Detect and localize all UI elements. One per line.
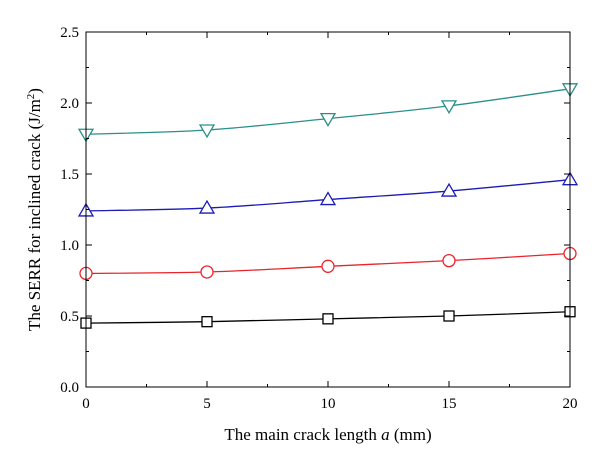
data-point-square <box>201 316 213 328</box>
data-point-circle <box>321 259 335 273</box>
data-point-triangle-down <box>440 100 458 115</box>
x-axis-title-variable: a <box>381 425 390 444</box>
data-point-triangle-up <box>319 191 337 206</box>
axis-ticks <box>85 31 571 388</box>
series-triangle-up <box>77 171 579 217</box>
y-tick-label: 2.0 <box>60 96 79 112</box>
data-point-triangle-up <box>198 199 216 214</box>
y-axis-title-superscript: 2 <box>25 94 37 100</box>
plot-series-layer <box>77 83 579 329</box>
data-point-triangle-down <box>319 112 337 127</box>
data-point-square <box>443 310 455 322</box>
series-line <box>85 88 571 135</box>
y-tick-label: 2.5 <box>60 25 79 41</box>
data-point-square <box>322 313 334 325</box>
data-point-triangle-down <box>198 124 216 139</box>
data-point-circle <box>442 253 456 268</box>
y-axis-title-main: The SERR for inclined crack (J/m <box>25 99 44 331</box>
y-tick-label: 1.5 <box>60 167 79 183</box>
y-axis-title-close: ) <box>25 88 44 94</box>
series-circle <box>79 246 577 281</box>
x-tick-label: 20 <box>563 396 578 412</box>
series-triangle-down <box>77 83 579 143</box>
series-square <box>80 306 576 329</box>
y-tick-label: 0.0 <box>60 380 79 396</box>
x-tick-label: 0 <box>82 396 90 412</box>
x-tick-label: 15 <box>442 396 457 412</box>
y-tick-label: 1.0 <box>60 238 79 254</box>
y-tick-label: 0.5 <box>60 309 79 325</box>
data-point-circle <box>200 265 214 279</box>
x-axis-title-suffix: (mm) <box>390 425 432 444</box>
y-axis-title: The SERR for inclined crack (J/m2) <box>25 88 44 331</box>
x-axis-title: The main crack length a (mm) <box>224 425 431 444</box>
x-tick-label: 10 <box>321 396 336 412</box>
axis-tick-labels: 0 5 10 15 20 0.0 0.5 1.0 1.5 2.0 2.5 <box>60 25 577 412</box>
x-tick-label: 5 <box>203 396 211 412</box>
x-axis-title-prefix: The main crack length <box>224 425 381 444</box>
data-point-triangle-up <box>440 182 458 197</box>
